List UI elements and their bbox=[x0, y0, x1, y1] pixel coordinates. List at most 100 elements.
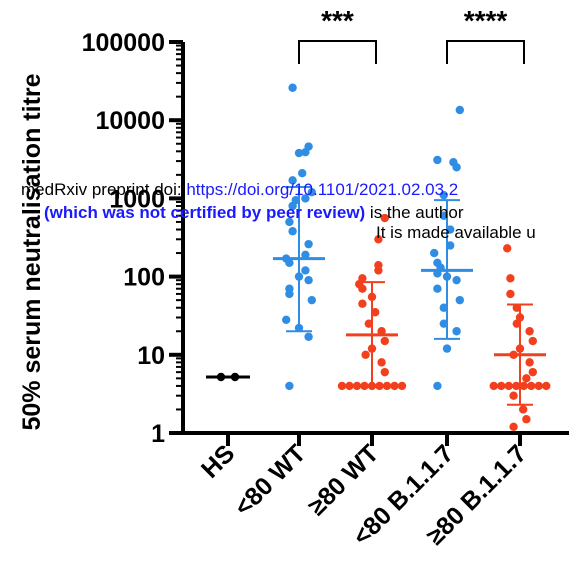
median-lines bbox=[206, 257, 546, 379]
x-tick-label: HS bbox=[196, 439, 240, 483]
data-point bbox=[446, 225, 455, 234]
data-point bbox=[367, 381, 377, 391]
data-point bbox=[433, 284, 442, 293]
data-point bbox=[304, 275, 313, 285]
data-point bbox=[439, 190, 448, 200]
data-point bbox=[282, 315, 291, 325]
data-point bbox=[337, 381, 347, 391]
data-point bbox=[439, 211, 448, 220]
data-point bbox=[525, 358, 534, 367]
data-point bbox=[382, 381, 392, 391]
data-point bbox=[294, 272, 304, 281]
watermark-doi-link[interactable]: https://doi.org/10.1101/2021.02.03.2 bbox=[186, 180, 459, 199]
data-point bbox=[522, 374, 531, 383]
data-point bbox=[288, 201, 297, 211]
data-point bbox=[345, 381, 354, 391]
y-tick-label: 1 bbox=[151, 420, 165, 448]
data-point bbox=[358, 299, 367, 308]
data-point bbox=[288, 176, 297, 185]
data-point bbox=[304, 239, 313, 249]
data-point bbox=[506, 289, 515, 299]
significance-bracket bbox=[298, 40, 377, 64]
data-point bbox=[504, 381, 513, 391]
data-point bbox=[390, 381, 399, 391]
data-point bbox=[301, 147, 310, 157]
data-point bbox=[528, 367, 537, 377]
data-point bbox=[375, 381, 384, 391]
data-point bbox=[515, 344, 525, 353]
preprint-watermark-line2: (which was not certified by peer review)… bbox=[44, 203, 463, 223]
data-point bbox=[285, 289, 294, 299]
data-point bbox=[455, 105, 464, 115]
data-point bbox=[288, 227, 297, 236]
data-point bbox=[294, 323, 304, 333]
y-tick-label: 10 bbox=[137, 342, 165, 370]
data-point bbox=[371, 308, 380, 317]
data-point bbox=[455, 295, 464, 305]
preprint-watermark-line1: medRxiv preprint doi: https://doi.org/10… bbox=[21, 180, 458, 200]
data-point bbox=[380, 367, 389, 377]
watermark-peer-review: (which was not certified by peer review) bbox=[44, 203, 366, 222]
watermark-prefix: medRxiv preprint doi: bbox=[21, 180, 187, 199]
data-point bbox=[374, 266, 383, 275]
data-point bbox=[367, 292, 377, 302]
data-point bbox=[512, 303, 521, 312]
y-axis-label: 50% serum neutralisation titre bbox=[18, 73, 46, 430]
data-point bbox=[367, 344, 377, 353]
data-point bbox=[380, 213, 389, 223]
data-point bbox=[285, 381, 294, 391]
data-point bbox=[519, 381, 528, 391]
data-point bbox=[522, 415, 531, 424]
watermark-author: is the author bbox=[365, 203, 464, 222]
data-point bbox=[452, 163, 461, 172]
data-point bbox=[515, 313, 525, 322]
y-axis: 1 10 100 1000 10000 100000 bbox=[82, 29, 185, 448]
data-point bbox=[439, 319, 448, 328]
data-point bbox=[301, 250, 310, 260]
data-point bbox=[304, 332, 313, 341]
data-point bbox=[377, 358, 386, 367]
data-point bbox=[380, 336, 389, 346]
data-point bbox=[519, 405, 528, 414]
data-point bbox=[512, 319, 521, 328]
data-point bbox=[430, 248, 439, 258]
data-point bbox=[301, 194, 310, 203]
data-point bbox=[307, 295, 316, 305]
data-point bbox=[506, 274, 515, 283]
data-point bbox=[527, 381, 536, 391]
data-point bbox=[489, 381, 498, 391]
data-point bbox=[358, 284, 367, 293]
x-axis: HS<80 WT≥80 WT<80 B.1.1.7≥80 B.1.1.7 bbox=[181, 431, 569, 551]
data-point bbox=[298, 169, 307, 178]
data-point bbox=[512, 381, 521, 391]
data-point bbox=[528, 336, 537, 346]
significance-annotations: *** **** bbox=[298, 5, 525, 64]
data-point bbox=[452, 275, 461, 285]
data-point bbox=[364, 319, 373, 328]
data-point bbox=[439, 303, 448, 312]
data-point bbox=[433, 381, 442, 391]
data-point bbox=[442, 344, 452, 353]
data-point bbox=[294, 148, 304, 158]
data-point bbox=[374, 235, 383, 244]
data-point bbox=[509, 422, 518, 432]
data-point bbox=[525, 327, 534, 336]
data-point bbox=[542, 381, 551, 391]
data-point bbox=[352, 381, 362, 391]
data-point bbox=[307, 188, 316, 197]
data-point bbox=[288, 83, 297, 92]
significance-stars: **** bbox=[464, 5, 508, 36]
data-point bbox=[361, 350, 370, 359]
data-points bbox=[216, 83, 551, 432]
y-tick-label: 10000 bbox=[95, 107, 165, 135]
data-point bbox=[285, 217, 294, 227]
y-tick-label: 100 bbox=[123, 264, 165, 292]
y-tick-label: 1000 bbox=[109, 185, 165, 213]
significance-bracket bbox=[446, 40, 525, 64]
data-point bbox=[446, 241, 455, 250]
data-point bbox=[301, 266, 310, 275]
data-point bbox=[442, 272, 452, 281]
data-point bbox=[433, 155, 442, 165]
data-point bbox=[397, 381, 407, 391]
